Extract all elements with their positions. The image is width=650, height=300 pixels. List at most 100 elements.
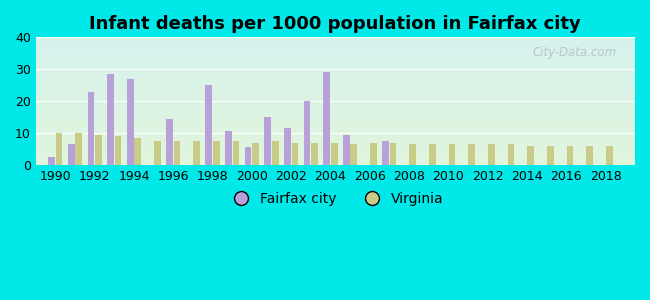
Bar xyxy=(36,92,635,93)
Bar xyxy=(36,66,635,67)
Bar xyxy=(36,148,635,149)
Bar xyxy=(36,38,635,39)
Bar xyxy=(36,103,635,104)
Bar xyxy=(95,135,102,165)
Bar xyxy=(292,142,298,165)
Bar xyxy=(36,64,635,65)
Bar xyxy=(36,56,635,57)
Bar xyxy=(36,43,635,44)
Bar xyxy=(36,104,635,105)
Bar xyxy=(36,51,635,52)
Bar xyxy=(410,144,416,165)
Bar xyxy=(233,141,239,165)
Bar xyxy=(36,83,635,84)
Bar xyxy=(36,58,635,59)
Bar xyxy=(36,164,635,165)
Bar xyxy=(36,136,635,137)
Bar xyxy=(193,141,200,165)
Bar xyxy=(36,99,635,100)
Bar xyxy=(586,146,593,165)
Bar xyxy=(36,132,635,133)
Bar xyxy=(36,78,635,79)
Bar xyxy=(36,119,635,120)
Bar xyxy=(36,41,635,42)
Bar xyxy=(36,88,635,89)
Bar xyxy=(75,133,82,165)
Bar xyxy=(36,37,635,38)
Bar xyxy=(36,59,635,60)
Bar xyxy=(36,42,635,43)
Bar xyxy=(36,81,635,82)
Bar xyxy=(567,146,573,165)
Bar xyxy=(488,144,495,165)
Bar xyxy=(36,154,635,155)
Bar xyxy=(350,144,358,165)
Bar xyxy=(36,48,635,49)
Bar xyxy=(36,61,635,62)
Bar xyxy=(311,142,318,165)
Bar xyxy=(429,144,436,165)
Bar xyxy=(36,84,635,85)
Legend: Fairfax city, Virginia: Fairfax city, Virginia xyxy=(222,187,449,211)
Bar xyxy=(36,52,635,53)
Bar xyxy=(36,110,635,111)
Bar xyxy=(36,80,635,81)
Bar xyxy=(36,151,635,152)
Bar xyxy=(205,85,212,165)
Bar xyxy=(36,40,635,41)
Bar xyxy=(36,120,635,121)
Bar xyxy=(36,47,635,48)
Bar xyxy=(469,144,475,165)
Bar xyxy=(36,55,635,56)
Bar xyxy=(36,133,635,134)
Bar xyxy=(36,63,635,64)
Bar xyxy=(36,141,635,142)
Bar xyxy=(36,152,635,153)
Bar xyxy=(36,117,635,118)
Bar xyxy=(36,124,635,125)
Bar xyxy=(36,106,635,107)
Bar xyxy=(107,74,114,165)
Bar xyxy=(36,146,635,147)
Bar xyxy=(36,128,635,129)
Bar xyxy=(36,46,635,47)
Bar xyxy=(36,118,635,119)
Bar xyxy=(127,79,134,165)
Bar xyxy=(36,163,635,164)
Bar xyxy=(36,145,635,146)
Bar xyxy=(36,39,635,40)
Bar xyxy=(448,144,456,165)
Bar xyxy=(36,53,635,54)
Bar xyxy=(547,146,554,165)
Bar xyxy=(331,142,337,165)
Bar xyxy=(36,62,635,63)
Bar xyxy=(36,60,635,61)
Bar xyxy=(36,73,635,74)
Bar xyxy=(36,123,635,124)
Bar xyxy=(36,134,635,135)
Bar xyxy=(36,139,635,140)
Bar xyxy=(36,79,635,80)
Bar xyxy=(68,144,75,165)
Bar xyxy=(36,112,635,113)
Bar xyxy=(36,115,635,116)
Bar xyxy=(390,142,396,165)
Bar xyxy=(36,44,635,45)
Bar xyxy=(36,96,635,97)
Bar xyxy=(36,77,635,78)
Bar xyxy=(135,138,141,165)
Bar xyxy=(36,86,635,87)
Text: City-Data.com: City-Data.com xyxy=(533,46,617,59)
Bar xyxy=(36,75,635,76)
Bar xyxy=(88,92,94,165)
Bar xyxy=(36,40,635,41)
Bar xyxy=(36,76,635,77)
Bar xyxy=(36,74,635,75)
Bar xyxy=(36,107,635,108)
Bar xyxy=(36,135,635,136)
Bar xyxy=(48,157,55,165)
Bar xyxy=(36,160,635,161)
Bar xyxy=(36,121,635,122)
Bar xyxy=(36,87,635,88)
Bar xyxy=(56,133,62,165)
